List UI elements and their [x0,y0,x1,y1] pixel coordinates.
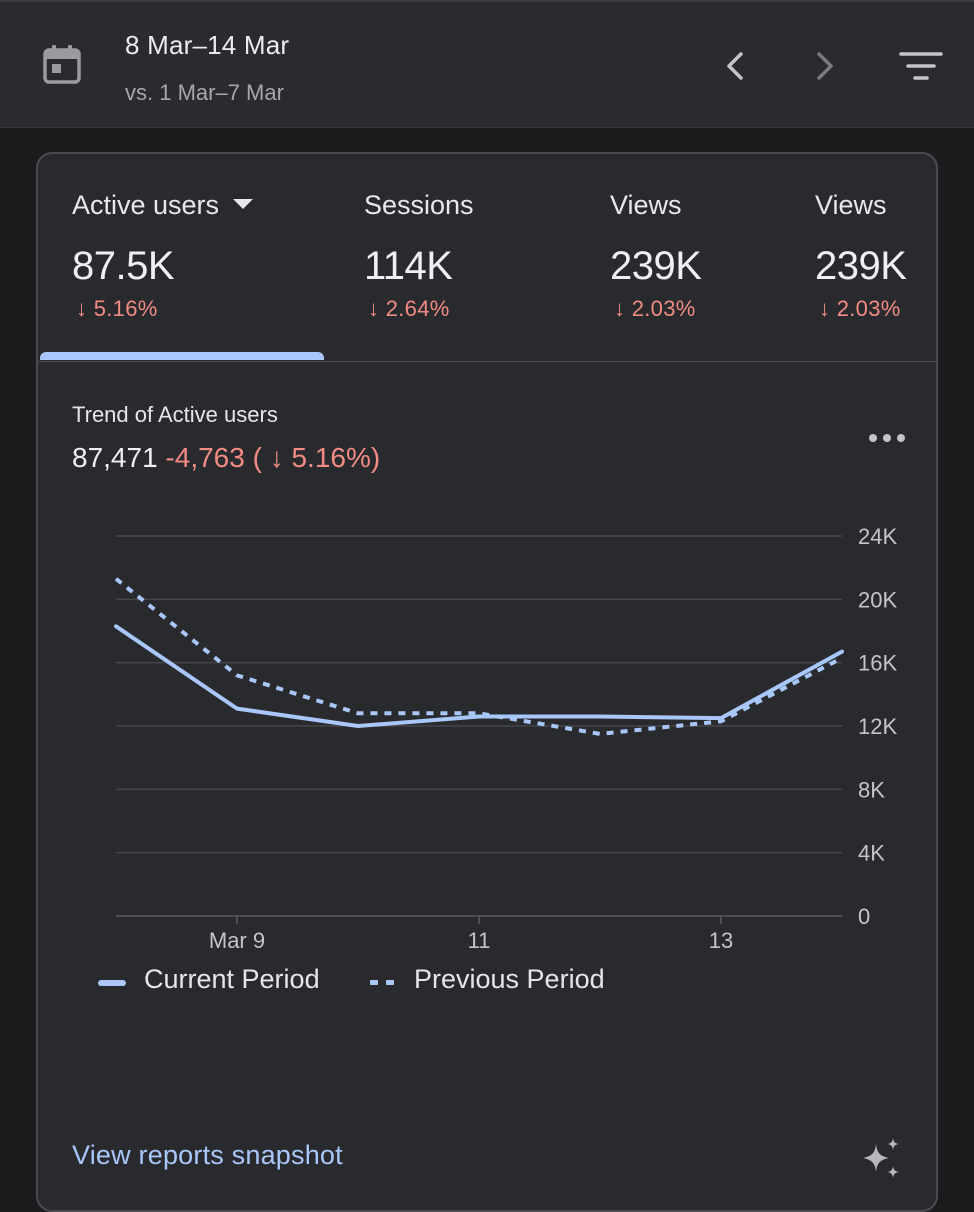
x-axis-ticks: Mar 9 11 13 [209,916,733,953]
trend-delta: -4,763 ( ↓ 5.16%) [165,442,381,473]
y-tick-label: 12K [858,714,897,739]
y-tick-label: 4K [858,841,885,866]
metric-label: Views [610,190,682,220]
sparkle-icon [863,1138,899,1178]
current-period-line [114,624,844,728]
filter-icon [899,52,943,80]
y-tick-label: 16K [858,651,897,676]
trend-title: Trend of Active users [72,402,278,427]
tab-sessions[interactable]: Sessions 114K ↓ 2.64% [364,154,564,362]
x-tick-label: Mar 9 [209,928,265,953]
legend-label: Current Period [144,964,320,994]
chart-grid [116,535,842,917]
trend-summary: 87,471 -4,763 ( ↓ 5.16%) [72,442,380,474]
calendar-icon[interactable] [42,44,82,86]
chevron-left-icon [727,52,743,80]
comparison-date-range: vs. 1 Mar–7 Mar [125,80,284,105]
trend-total: 87,471 [72,442,158,473]
chart-series [114,577,844,736]
legend-current-period[interactable]: Current Period [98,964,320,995]
next-period-button[interactable] [804,46,844,86]
metrics-card: Active users 87.5K ↓ 5.16% Sessions 114K… [36,152,938,1212]
y-axis-ticks: 0 4K 8K 12K 16K 20K 24K [858,524,897,929]
previous-period-button[interactable] [716,46,756,86]
metric-value: 114K [364,244,453,288]
metric-value: 239K [815,244,907,288]
legend-dotted-swatch [370,980,398,986]
legend-label: Previous Period [414,964,605,994]
y-tick-label: 20K [858,587,897,612]
tab-views[interactable]: Views 239K ↓ 2.03% [610,154,790,362]
metric-label: Sessions [364,190,474,220]
chevron-right-icon [817,52,833,80]
legend-previous-period[interactable]: Previous Period [370,964,605,995]
current-date-range[interactable]: 8 Mar–14 Mar [125,30,290,60]
x-tick-label: 11 [468,928,491,953]
metric-label-wrap[interactable]: Active users [72,190,254,221]
metric-change: ↓ 2.64% [368,296,450,321]
metric-value: 87.5K [72,244,175,288]
y-tick-label: 0 [858,904,870,929]
trend-line-chart: 0 4K 8K 12K 16K 20K 24K Mar 9 11 13 [114,524,897,953]
metric-change: ↓ 2.03% [614,296,696,321]
metric-label: Active users [72,190,220,220]
y-tick-label: 24K [858,524,897,549]
tab-views-2[interactable]: Views 239K ↓ 2.03% [815,154,936,362]
more-options-button[interactable] [864,428,910,448]
header-edge [0,0,974,2]
legend-solid-swatch [98,980,126,986]
metric-change: ↓ 5.16% [76,296,158,321]
metric-label: Views [815,190,887,220]
view-reports-snapshot-link[interactable]: View reports snapshot [72,1140,343,1170]
more-horizontal-icon [869,434,905,442]
tab-active-users[interactable]: Active users 87.5K ↓ 5.16% [72,154,322,362]
date-range-header: 8 Mar–14 Mar vs. 1 Mar–7 Mar [0,0,974,128]
previous-period-line [114,577,843,736]
metric-value: 239K [610,244,702,288]
metric-tabs: Active users 87.5K ↓ 5.16% Sessions 114K… [38,154,936,362]
metric-change: ↓ 2.03% [819,296,901,321]
dropdown-caret-icon[interactable] [233,198,254,209]
x-tick-label: 13 [709,928,733,953]
selected-tab-indicator [40,352,324,360]
filter-button[interactable] [896,46,946,86]
y-tick-label: 8K [858,777,885,802]
insights-button[interactable] [858,1136,904,1182]
